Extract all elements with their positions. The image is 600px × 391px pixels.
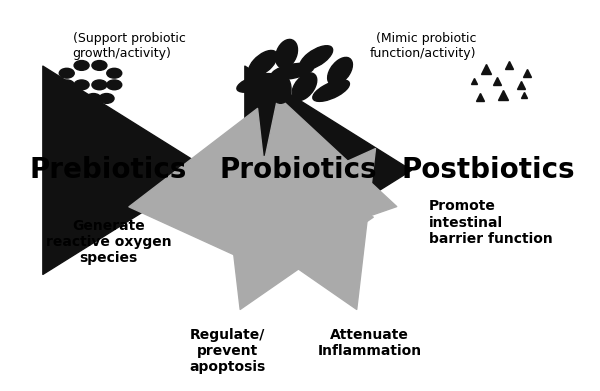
Text: Regulate/
prevent
apoptosis: Regulate/ prevent apoptosis — [189, 328, 265, 374]
Text: Attenuate
Inflammation: Attenuate Inflammation — [317, 328, 422, 358]
Circle shape — [92, 80, 107, 90]
Ellipse shape — [292, 73, 317, 100]
Text: (Support probiotic
growth/activity): (Support probiotic growth/activity) — [73, 32, 185, 61]
Ellipse shape — [300, 46, 332, 70]
Ellipse shape — [270, 74, 291, 103]
Ellipse shape — [271, 63, 314, 79]
Circle shape — [59, 80, 74, 90]
Ellipse shape — [275, 39, 298, 68]
Circle shape — [74, 80, 89, 90]
Circle shape — [107, 68, 122, 78]
Ellipse shape — [313, 80, 349, 101]
Circle shape — [107, 80, 122, 90]
Text: Probiotics: Probiotics — [220, 156, 377, 184]
Text: Prebiotics: Prebiotics — [29, 156, 187, 184]
Circle shape — [59, 68, 74, 78]
Text: Generate
reactive oxygen
species: Generate reactive oxygen species — [46, 219, 171, 265]
Text: (Mimic probiotic
function/activity): (Mimic probiotic function/activity) — [370, 32, 476, 61]
Circle shape — [68, 93, 83, 103]
Circle shape — [74, 61, 89, 70]
Circle shape — [86, 93, 101, 103]
Text: Postbiotics: Postbiotics — [402, 156, 575, 184]
Ellipse shape — [248, 50, 277, 77]
Circle shape — [99, 93, 114, 103]
Text: Promote
intestinal
barrier function: Promote intestinal barrier function — [429, 199, 553, 246]
Circle shape — [92, 61, 107, 70]
Ellipse shape — [237, 74, 277, 92]
Ellipse shape — [328, 57, 352, 85]
